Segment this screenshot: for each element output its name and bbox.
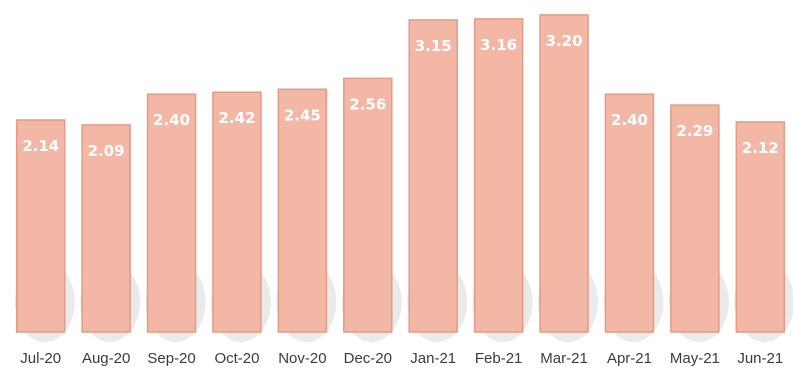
x-tick-label: Oct-20 (214, 350, 259, 367)
bar-value-label: 2.40 (611, 111, 648, 129)
bar-value-label: 2.29 (676, 122, 713, 140)
bar-jun-21 (735, 121, 786, 333)
bar-dec-20 (343, 77, 393, 333)
bar-value-label: 2.40 (153, 111, 190, 129)
bar-oct-20 (212, 91, 262, 333)
x-tick-label: Nov-20 (278, 350, 326, 367)
bar-aug-20 (81, 124, 131, 333)
x-tick-label: Mar-21 (540, 350, 588, 367)
x-tick-label: Dec-20 (344, 350, 392, 367)
bar-value-label: 3.16 (480, 36, 517, 54)
bar-value-label: 2.09 (88, 142, 125, 160)
bar-value-label: 2.14 (22, 137, 59, 155)
x-tick-label: Aug-20 (82, 350, 130, 367)
bars-layer (15, 14, 786, 333)
bar-value-label: 2.12 (742, 139, 779, 157)
x-tick-label: Sep-20 (147, 350, 195, 367)
bar-may-21 (670, 104, 720, 333)
bar-apr-21 (604, 93, 655, 333)
bar-feb-21 (473, 18, 524, 333)
x-tick-label: Jan-21 (410, 350, 456, 367)
x-tick-label: Apr-21 (607, 350, 652, 367)
x-tick-label: Jul-20 (20, 350, 61, 367)
bar-jan-21 (408, 19, 458, 333)
bar-sep-20 (146, 93, 197, 333)
bar-value-label: 2.45 (284, 106, 321, 124)
x-tick-label: Feb-21 (475, 350, 523, 367)
x-tick-labels-layer: Jul-20 Aug-20 Sep-20 Oct-20 Nov-20 Dec-20 Jan-… (20, 350, 783, 367)
bar-value-label: 2.56 (349, 95, 386, 113)
bar-value-label: 2.42 (218, 109, 255, 127)
bar-mar-21 (539, 14, 589, 333)
x-tick-label: Jun-21 (737, 350, 783, 367)
bar-value-label: 3.15 (415, 37, 452, 55)
bar-nov-20 (277, 88, 328, 333)
x-tick-label: May-21 (670, 350, 720, 367)
bar-jul-20 (15, 119, 66, 333)
bar-value-label: 3.20 (546, 32, 583, 50)
value-labels-layer: 2.14 2.09 2.40 2.42 2.45 2.56 3.15 3.16 3.20 2.40… (22, 32, 779, 160)
